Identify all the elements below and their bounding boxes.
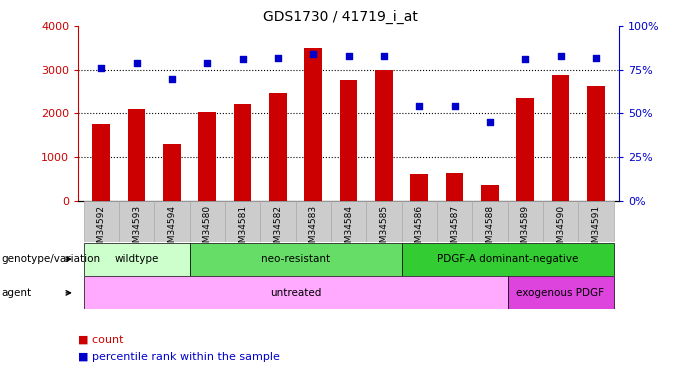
Point — [520, 56, 530, 62]
Point — [449, 104, 460, 110]
Text: GSM34580: GSM34580 — [203, 205, 211, 254]
Point — [237, 56, 248, 62]
Bar — [92, 124, 110, 201]
Text: GSM34588: GSM34588 — [486, 205, 494, 254]
Point — [555, 53, 566, 59]
Text: GSM34585: GSM34585 — [379, 205, 388, 254]
Bar — [84, 276, 507, 309]
Text: GSM34590: GSM34590 — [556, 205, 565, 254]
Text: GSM34586: GSM34586 — [415, 205, 424, 254]
Text: GSM34584: GSM34584 — [344, 205, 353, 254]
Bar — [401, 201, 437, 242]
Bar — [366, 201, 401, 242]
Text: neo-resistant: neo-resistant — [261, 254, 330, 264]
Bar — [190, 201, 225, 242]
Bar — [578, 201, 613, 242]
Bar — [84, 243, 190, 276]
Bar — [375, 70, 392, 201]
Bar — [340, 80, 357, 201]
Point — [202, 60, 213, 66]
Text: GSM34589: GSM34589 — [521, 205, 530, 254]
Bar — [84, 201, 119, 242]
Bar — [190, 243, 401, 276]
Bar — [119, 201, 154, 242]
Text: GDS1730 / 41719_i_at: GDS1730 / 41719_i_at — [262, 9, 418, 24]
Bar — [234, 104, 252, 201]
Text: wildtype: wildtype — [114, 254, 158, 264]
Point — [343, 53, 354, 59]
Text: GSM34581: GSM34581 — [238, 205, 247, 254]
Bar — [472, 201, 507, 242]
Point — [413, 104, 424, 110]
Text: genotype/variation: genotype/variation — [1, 254, 101, 264]
Point — [590, 55, 601, 61]
Point — [96, 65, 107, 71]
Bar — [225, 201, 260, 242]
Text: GSM34594: GSM34594 — [167, 205, 176, 254]
Bar — [516, 98, 534, 201]
Text: PDGF-A dominant-negative: PDGF-A dominant-negative — [437, 254, 578, 264]
Bar — [154, 201, 190, 242]
Point — [484, 119, 495, 125]
Bar — [481, 185, 498, 201]
Text: untreated: untreated — [270, 288, 321, 298]
Text: GSM34583: GSM34583 — [309, 205, 318, 254]
Bar — [199, 112, 216, 201]
Text: GSM34593: GSM34593 — [132, 205, 141, 254]
Text: GSM34592: GSM34592 — [97, 205, 105, 254]
Text: GSM34591: GSM34591 — [592, 205, 600, 254]
Bar — [410, 174, 428, 201]
Bar — [331, 201, 366, 242]
Bar — [587, 86, 605, 201]
Text: GSM34582: GSM34582 — [273, 205, 282, 254]
Point — [273, 55, 284, 61]
Bar — [507, 201, 543, 242]
Bar — [543, 201, 578, 242]
Point — [378, 53, 389, 59]
Text: exogenous PDGF: exogenous PDGF — [517, 288, 605, 298]
Bar — [507, 276, 613, 309]
Text: agent: agent — [1, 288, 31, 298]
Bar — [551, 75, 569, 201]
Bar — [401, 243, 613, 276]
Bar — [305, 48, 322, 201]
Text: ■ percentile rank within the sample: ■ percentile rank within the sample — [78, 352, 280, 362]
Bar — [128, 109, 146, 201]
Bar — [260, 201, 296, 242]
Text: GSM34587: GSM34587 — [450, 205, 459, 254]
Bar — [163, 144, 181, 201]
Point — [167, 76, 177, 82]
Point — [308, 51, 319, 57]
Text: ■ count: ■ count — [78, 334, 124, 344]
Bar — [296, 201, 331, 242]
Point — [131, 60, 142, 66]
Bar — [269, 93, 287, 201]
Bar — [445, 173, 463, 201]
Bar — [437, 201, 472, 242]
